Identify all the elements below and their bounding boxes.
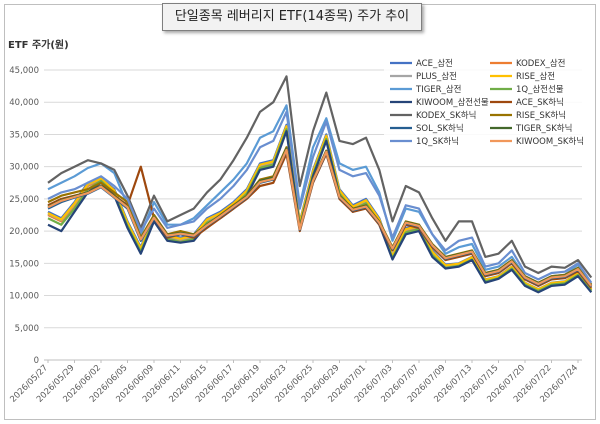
legend-label: KIWOOM_삼전선물 — [416, 97, 489, 108]
legend-label: KIWOOM_SK하닉 — [516, 136, 584, 147]
y-tick-label: 15,000 — [9, 259, 39, 269]
y-tick-label: 30,000 — [9, 163, 39, 173]
legend-label: KODEX_삼전 — [516, 58, 565, 69]
legend-label: RISE_삼전 — [516, 71, 555, 82]
series-line — [47, 130, 593, 294]
legend-label: 1Q_SK하닉 — [416, 136, 459, 147]
y-tick-label: 20,000 — [9, 227, 39, 237]
legend-label: PLUS_삼전 — [416, 71, 457, 82]
y-tick-label: 35,000 — [9, 130, 39, 140]
y-tick-label: 0 — [34, 356, 39, 366]
legend-label: ACE_SK하닉 — [516, 97, 564, 108]
legend-label: SOL_SK하닉 — [416, 123, 464, 134]
legend-label: TIGER_삼전 — [415, 84, 461, 95]
y-tick-label: 5,000 — [15, 324, 39, 334]
y-tick-label: 25,000 — [9, 195, 39, 205]
y-tick-label: 45,000 — [9, 66, 39, 76]
legend-background — [384, 56, 584, 153]
y-tick-label: 40,000 — [9, 98, 39, 108]
series-line — [47, 110, 593, 284]
series-line — [47, 75, 593, 279]
legend-label: KODEX_SK하닉 — [416, 110, 476, 121]
series-line — [47, 148, 593, 287]
series-line — [47, 124, 593, 291]
legend-label: TIGER_SK하닉 — [515, 123, 572, 134]
y-axis-label: ETF 주가(원) — [8, 40, 69, 51]
chart-title: 단일종목 레버리지 ETF(14종목) 주가 추이 — [162, 3, 422, 31]
legend-label: 1Q_삼전선물 — [516, 84, 564, 95]
y-tick-label: 10,000 — [9, 292, 39, 302]
legend-label: ACE_삼전 — [416, 58, 453, 69]
legend-label: RISE_SK하닉 — [516, 110, 566, 121]
